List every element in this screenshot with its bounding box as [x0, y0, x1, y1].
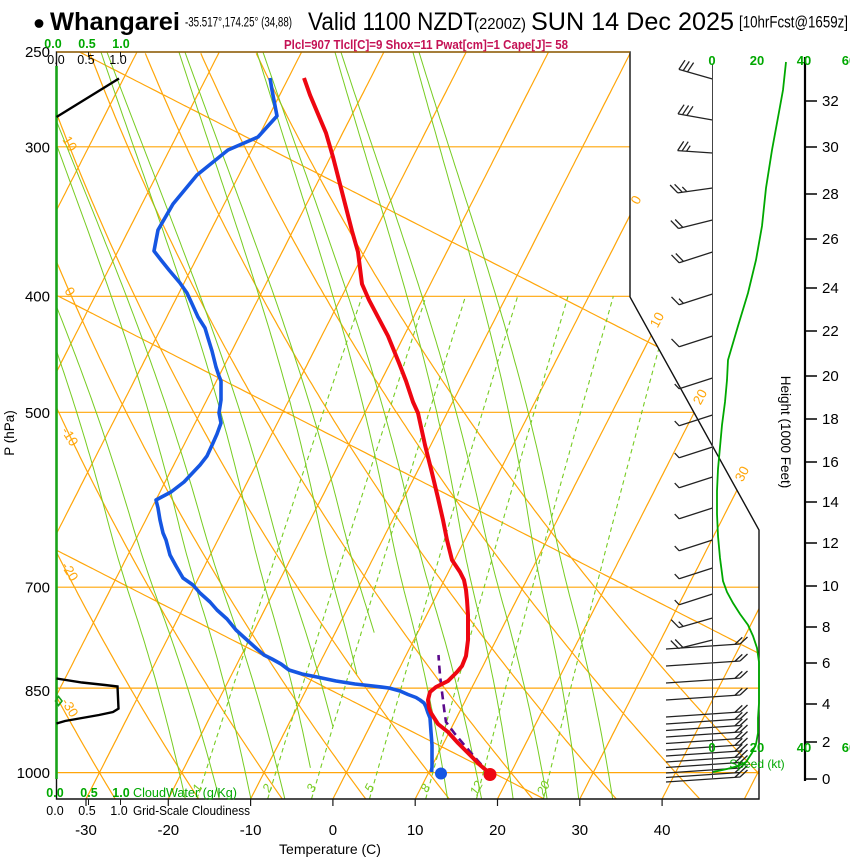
svg-text:22: 22 — [822, 323, 839, 340]
svg-text:20: 20 — [750, 53, 764, 68]
svg-text:-20: -20 — [157, 822, 179, 839]
svg-text:1.0: 1.0 — [112, 786, 129, 800]
svg-text:1000: 1000 — [17, 765, 50, 782]
svg-text:30: 30 — [571, 822, 588, 839]
svg-text:14: 14 — [822, 494, 839, 511]
svg-text:300: 300 — [25, 140, 50, 157]
svg-text:30: 30 — [732, 464, 752, 484]
svg-text:16: 16 — [822, 454, 839, 471]
svg-text:700: 700 — [25, 580, 50, 597]
svg-text:40: 40 — [654, 822, 671, 839]
svg-text:20: 20 — [534, 779, 553, 799]
svg-text:10: 10 — [407, 822, 424, 839]
svg-text:20: 20 — [750, 740, 764, 755]
svg-text:6: 6 — [822, 655, 830, 672]
svg-text:0.5: 0.5 — [77, 53, 94, 67]
svg-text:CloudWater (g/Kg): CloudWater (g/Kg) — [133, 786, 237, 800]
svg-text:(2200Z): (2200Z) — [474, 16, 526, 33]
svg-text:0.5: 0.5 — [78, 804, 95, 818]
svg-text:850: 850 — [25, 683, 50, 700]
svg-text:0: 0 — [329, 822, 337, 839]
svg-text:0.5: 0.5 — [78, 37, 95, 51]
svg-text:40: 40 — [797, 740, 811, 755]
svg-text:2: 2 — [822, 734, 830, 751]
svg-text:1.0: 1.0 — [110, 804, 127, 818]
svg-text:0.0: 0.0 — [47, 53, 64, 67]
svg-text:40: 40 — [797, 53, 811, 68]
svg-text:0.0: 0.0 — [46, 786, 63, 800]
svg-text:24: 24 — [822, 280, 839, 297]
svg-text:0.0: 0.0 — [46, 804, 63, 818]
svg-text:26: 26 — [822, 231, 839, 248]
svg-text:28: 28 — [822, 186, 839, 203]
svg-text:0: 0 — [708, 740, 715, 755]
svg-text:250: 250 — [25, 44, 50, 61]
svg-text:[10hrFcst@1659z]: [10hrFcst@1659z] — [739, 13, 848, 32]
svg-text:-35.517°,174.25° (34,88): -35.517°,174.25° (34,88) — [185, 14, 292, 30]
svg-text:Speed (kt): Speed (kt) — [729, 757, 784, 771]
svg-text:12: 12 — [822, 535, 839, 552]
svg-text:20: 20 — [822, 368, 839, 385]
svg-text:-30: -30 — [75, 822, 97, 839]
svg-text:60: 60 — [842, 740, 850, 755]
svg-text:Plcl=907 Tlcl[C]=9 Shox=11 Pwa: Plcl=907 Tlcl[C]=9 Shox=11 Pwat[cm]=1 Ca… — [284, 37, 568, 52]
svg-text:60: 60 — [842, 53, 850, 68]
svg-text:32: 32 — [822, 93, 839, 110]
svg-text:0: 0 — [708, 53, 715, 68]
svg-text:30: 30 — [822, 139, 839, 156]
svg-text:Grid-Scale Cloudiness: Grid-Scale Cloudiness — [133, 804, 250, 818]
svg-text:18: 18 — [822, 411, 839, 428]
svg-text:10: 10 — [647, 310, 667, 330]
svg-text:Whangarei: Whangarei — [50, 8, 180, 36]
svg-text:20: 20 — [690, 387, 710, 407]
svg-text:10: 10 — [822, 578, 839, 595]
svg-text:0: 0 — [822, 771, 830, 788]
svg-text:500: 500 — [25, 405, 50, 422]
svg-text:0.5: 0.5 — [80, 786, 97, 800]
svg-text:20: 20 — [489, 822, 506, 839]
svg-text:400: 400 — [25, 289, 50, 306]
svg-text:8: 8 — [822, 619, 830, 636]
svg-text:0.0: 0.0 — [44, 37, 61, 51]
svg-text:12: 12 — [467, 779, 486, 798]
svg-text:10: 10 — [59, 133, 80, 154]
svg-text:Height (1000 Feet): Height (1000 Feet) — [778, 376, 793, 489]
svg-text:Temperature (C): Temperature (C) — [279, 841, 381, 857]
svg-text:-10: -10 — [240, 822, 262, 839]
svg-text:P (hPa): P (hPa) — [2, 410, 17, 456]
svg-text:4: 4 — [822, 696, 830, 713]
svg-text:Valid 1100 NZDT: Valid 1100 NZDT — [308, 8, 477, 36]
svg-text:1.0: 1.0 — [109, 53, 126, 67]
svg-text:SUN 14 Dec 2025: SUN 14 Dec 2025 — [531, 8, 734, 36]
svg-text:1.0: 1.0 — [112, 37, 129, 51]
